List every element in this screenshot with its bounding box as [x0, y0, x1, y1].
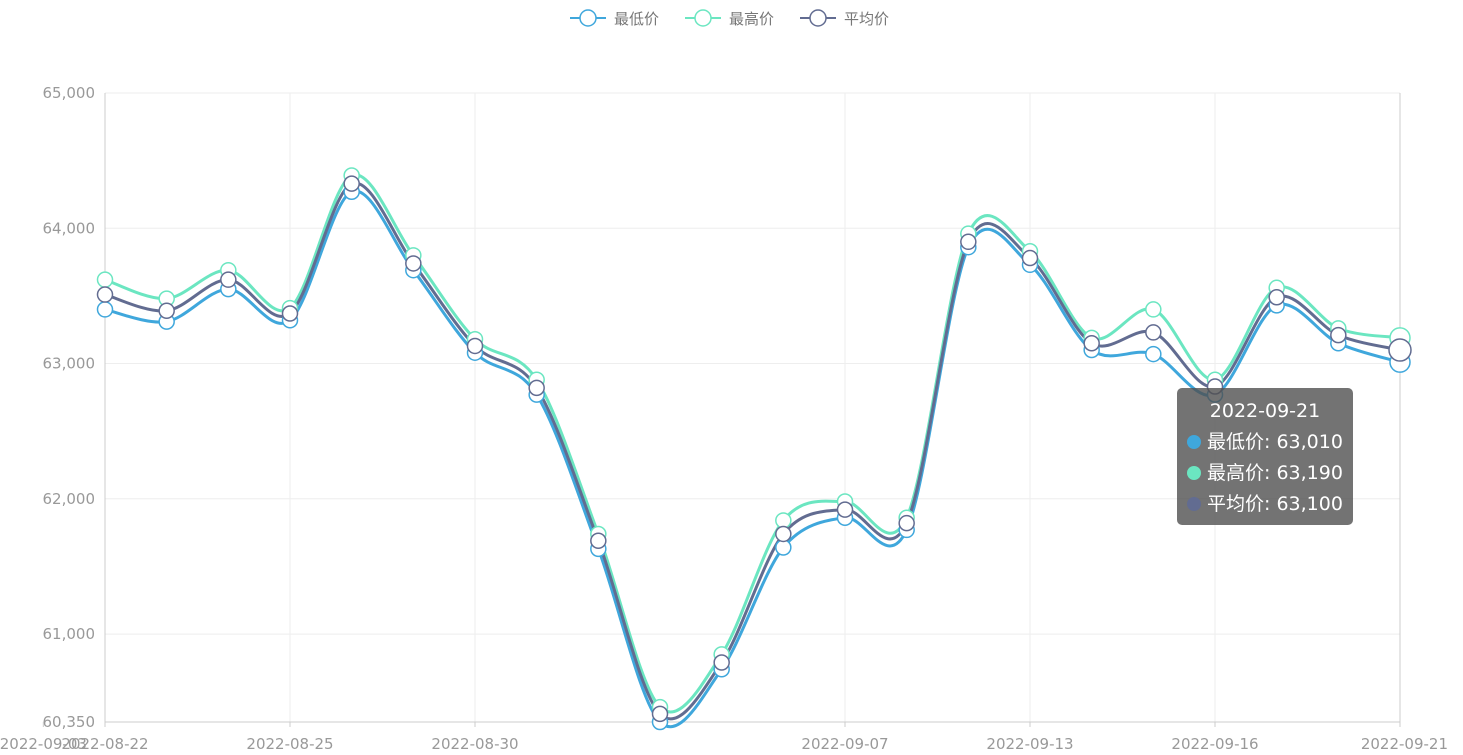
- data-point[interactable]: [1330, 326, 1347, 344]
- y-tick-label: 62,000: [43, 490, 96, 508]
- legend-item-2[interactable]: 平均价: [800, 9, 889, 28]
- data-point[interactable]: [775, 525, 792, 543]
- data-point[interactable]: [590, 532, 607, 549]
- x-tick-label: 2022-09-16: [1171, 735, 1258, 753]
- data-point[interactable]: [343, 175, 360, 192]
- tooltip-row-text: 最高价: 63,190: [1207, 462, 1343, 484]
- data-point[interactable]: [713, 654, 730, 671]
- legend[interactable]: 最低价 最高价 平均价: [570, 9, 889, 28]
- data-point[interactable]: [775, 512, 792, 529]
- y-tick-label: 65,000: [43, 84, 96, 102]
- data-point[interactable]: [1021, 249, 1039, 267]
- x-tick-label: 2022-08-22: [61, 735, 148, 753]
- tooltip-row-avg: 平均价: 63,100: [1187, 489, 1343, 520]
- x-tick-label: 2022-09-21: [1361, 735, 1448, 753]
- data-point[interactable]: [836, 501, 854, 518]
- data-point[interactable]: [1145, 345, 1162, 363]
- legend-label: 平均价: [844, 10, 889, 28]
- legend-label: 最高价: [729, 10, 774, 28]
- data-point[interactable]: [1268, 289, 1285, 306]
- x-tick-label: 2022-09-07: [801, 735, 888, 753]
- data-point[interactable]: [775, 539, 792, 556]
- data-point[interactable]: [960, 233, 977, 251]
- tooltip-dot: [1187, 466, 1201, 480]
- tooltip-dot: [1187, 435, 1201, 449]
- data-point[interactable]: [1145, 324, 1162, 341]
- axes: 60,350 61,000 62,000 63,000 64,000 65,000 2022…: [0, 84, 1448, 753]
- legend-item-1[interactable]: 最高价: [685, 9, 774, 28]
- data-point[interactable]: [281, 305, 299, 322]
- x-tick-label: 2022-09-03: [0, 735, 87, 753]
- data-point[interactable]: [96, 301, 114, 318]
- tooltip-dot: [1187, 497, 1201, 511]
- series-points[interactable]: [96, 167, 1412, 731]
- y-tick-label: 64,000: [43, 219, 96, 237]
- data-point[interactable]: [651, 705, 669, 723]
- legend-marker: [809, 9, 827, 27]
- data-point[interactable]: [528, 379, 545, 397]
- x-tick-label: 2022-09-13: [986, 735, 1073, 753]
- data-point[interactable]: [96, 271, 114, 288]
- legend-item-0[interactable]: 最低价: [570, 9, 659, 28]
- data-point[interactable]: [1388, 338, 1412, 362]
- data-point[interactable]: [1145, 301, 1162, 318]
- data-point[interactable]: [96, 286, 114, 303]
- data-point[interactable]: [466, 337, 484, 355]
- tooltip-row-low: 最低价: 63,010: [1187, 427, 1343, 458]
- y-tick-label: 60,350: [43, 713, 96, 731]
- tooltip-row-text: 平均价: 63,100: [1207, 493, 1343, 515]
- tooltip-title: 2022-09-21: [1209, 400, 1321, 422]
- data-point[interactable]: [1083, 334, 1100, 352]
- x-tick-label: 2022-08-30: [431, 735, 518, 753]
- legend-marker: [579, 9, 597, 27]
- x-tick-label: 2022-08-25: [246, 735, 333, 753]
- legend-label: 最低价: [614, 10, 659, 28]
- tooltip: 2022-09-21 最低价: 63,010 最高价: 63,190 平均价: …: [1177, 388, 1353, 525]
- tooltip-row-text: 最低价: 63,010: [1207, 431, 1343, 453]
- y-tick-label: 61,000: [43, 625, 96, 643]
- data-point[interactable]: [405, 255, 422, 272]
- series-line-1: [104, 173, 1401, 714]
- data-point[interactable]: [220, 271, 237, 288]
- tooltip-row-high: 最高价: 63,190: [1187, 458, 1343, 489]
- data-point[interactable]: [158, 302, 175, 320]
- legend-marker: [694, 9, 712, 27]
- data-point[interactable]: [898, 514, 915, 532]
- y-tick-label: 63,000: [43, 355, 96, 373]
